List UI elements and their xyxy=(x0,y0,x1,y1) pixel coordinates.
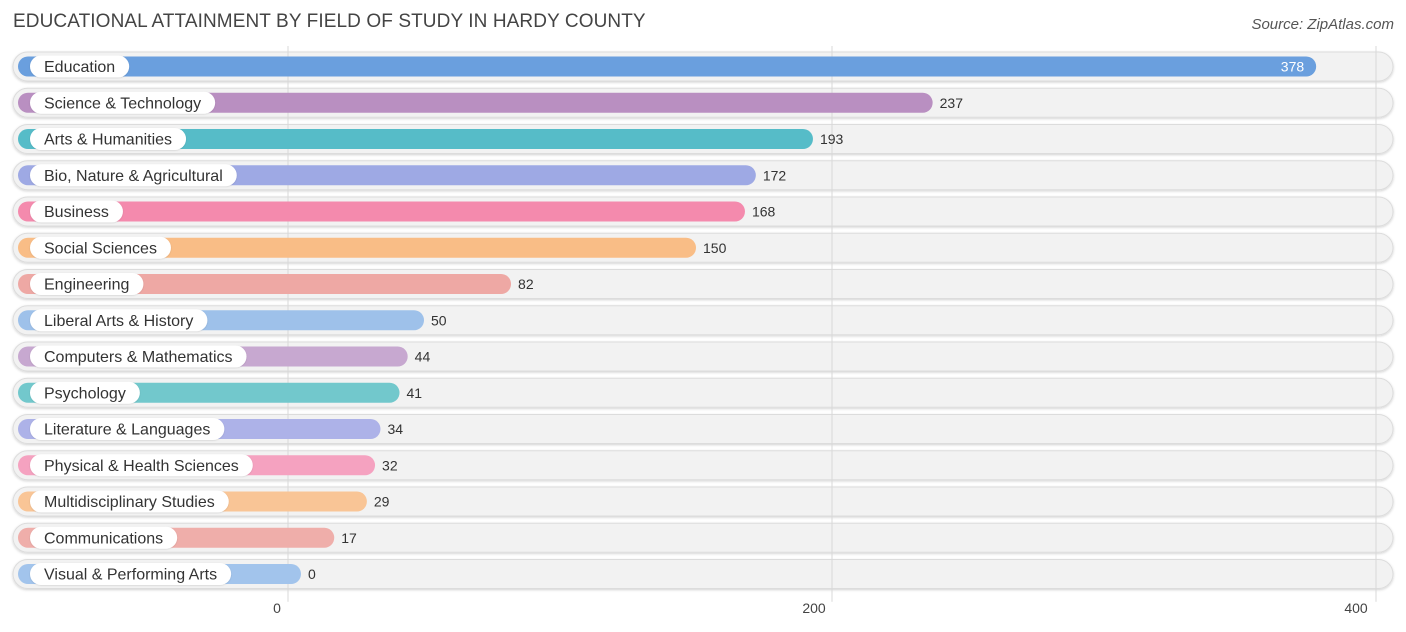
value-label: 34 xyxy=(387,421,403,437)
value-label: 168 xyxy=(752,204,776,220)
x-tick-label: 200 xyxy=(802,600,826,616)
category-label: Multidisciplinary Studies xyxy=(44,494,215,511)
category-label-pill xyxy=(30,454,253,477)
row-background xyxy=(12,522,1394,553)
bar xyxy=(18,56,1317,77)
value-label: 150 xyxy=(703,240,727,256)
category-label-pill xyxy=(30,164,237,187)
value-label: 82 xyxy=(518,276,534,292)
category-label-pill xyxy=(30,526,178,549)
category-labels: Education Science & Technology Arts & Huma… xyxy=(30,55,253,585)
category-label: Bio, Nature & Agricultural xyxy=(44,168,223,185)
value-label: 50 xyxy=(431,312,447,328)
category-label: Communications xyxy=(44,530,163,547)
category-label-pill xyxy=(30,55,130,78)
category-label: Education xyxy=(44,59,115,76)
value-label: 172 xyxy=(763,167,787,183)
category-label-pill xyxy=(30,128,187,150)
bar xyxy=(18,129,813,149)
category-label-pill xyxy=(30,490,229,513)
bar xyxy=(18,92,933,113)
value-label: 29 xyxy=(374,494,390,510)
category-label: Psychology xyxy=(44,385,126,402)
category-label-pill xyxy=(30,91,216,114)
value-label: 17 xyxy=(341,530,357,546)
value-labels: 378 237 193 172 168 150 82 50 44 41 34 32 29 17 0 xyxy=(308,59,1304,583)
value-label: 378 xyxy=(1281,59,1305,75)
value-label: 41 xyxy=(407,385,423,401)
x-axis-ticks: 0 200 400 xyxy=(273,600,1368,616)
value-label: 44 xyxy=(415,349,431,365)
value-label: 193 xyxy=(820,131,844,147)
value-label: 0 xyxy=(308,566,316,582)
category-label-pill xyxy=(30,563,232,585)
chart-title: EDUCATIONAL ATTAINMENT BY FIELD OF STUDY… xyxy=(13,11,646,32)
category-label: Social Sciences xyxy=(44,240,157,257)
x-tick-label: 0 xyxy=(273,600,281,616)
x-tick-label: 400 xyxy=(1344,600,1368,616)
row-background xyxy=(12,559,1394,589)
category-label-pill xyxy=(30,309,208,332)
category-label-pill xyxy=(30,273,144,295)
value-label: 32 xyxy=(382,457,398,473)
category-label-pill xyxy=(30,381,140,404)
category-label: Computers & Mathematics xyxy=(44,349,233,366)
category-label: Literature & Languages xyxy=(44,422,210,439)
category-label-pill xyxy=(30,200,123,223)
category-label: Visual & Performing Arts xyxy=(44,567,217,584)
category-label-pill xyxy=(30,236,171,259)
bar xyxy=(18,237,696,258)
category-label: Business xyxy=(44,204,109,221)
value-label: 237 xyxy=(940,95,964,111)
category-label-pill xyxy=(30,345,247,368)
category-label: Science & Technology xyxy=(44,95,201,112)
category-label: Liberal Arts & History xyxy=(44,313,193,330)
category-label: Physical & Health Sciences xyxy=(44,458,239,475)
category-label-pill xyxy=(30,418,225,440)
bar xyxy=(18,201,745,222)
category-label: Engineering xyxy=(44,277,129,294)
source-credit: Source: ZipAtlas.com xyxy=(1251,16,1394,33)
category-label: Arts & Humanities xyxy=(44,132,172,149)
